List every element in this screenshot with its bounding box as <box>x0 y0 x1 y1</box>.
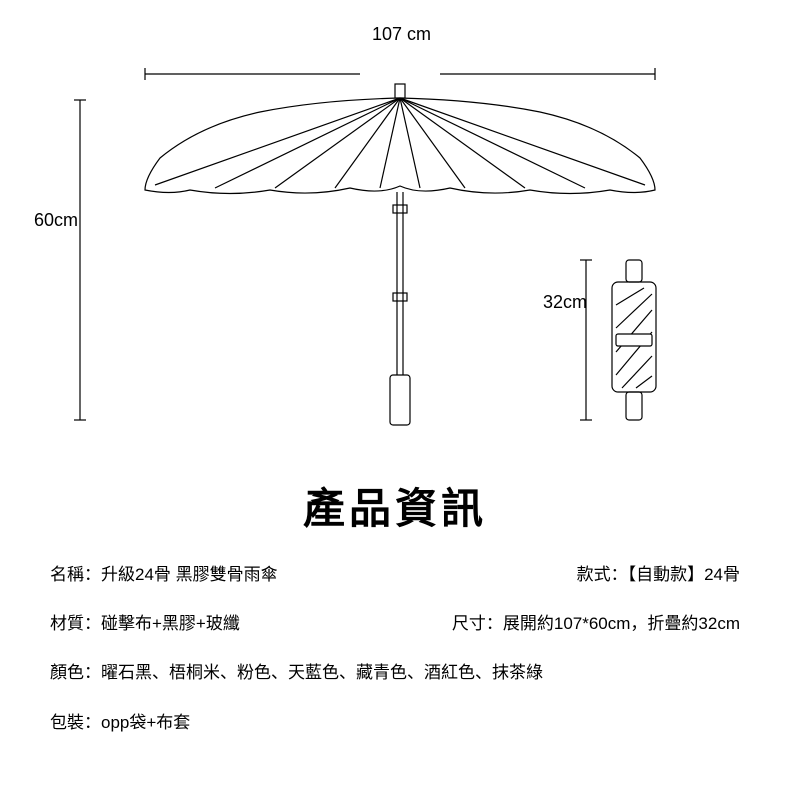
spec-color-value: 曜石黑、梧桐米、粉色、天藍色、藏青色、酒紅色、抹茶綠 <box>101 663 543 682</box>
spec-row-package: 包裝：opp袋+布套 <box>50 709 740 736</box>
spec-color-label: 顏色： <box>50 663 101 682</box>
spec-name-value: 升級24骨 黑膠雙骨雨傘 <box>101 565 278 584</box>
spec-style-value: 【自動款】24骨 <box>628 565 740 584</box>
spec-row-material: 材質：碰擊布+黑膠+玻纖 尺寸：展開約107*60cm，折疊約32cm <box>50 610 740 637</box>
umbrella-diagram: 107 cm 60cm 32cm <box>0 0 790 460</box>
spec-size-label: 尺寸： <box>452 614 503 633</box>
spec-material-label: 材質： <box>50 614 101 633</box>
height-dimension-label: 60cm <box>34 210 78 231</box>
spec-size-value: 展開約107*60cm，折疊約32cm <box>503 614 740 633</box>
spec-style-label: 款式： <box>577 565 628 584</box>
specs-section: 名稱：升級24骨 黑膠雙骨雨傘 款式：【自動款】24骨 材質：碰擊布+黑膠+玻纖… <box>0 561 790 736</box>
spec-material-value: 碰擊布+黑膠+玻纖 <box>101 614 240 633</box>
spec-name-label: 名稱： <box>50 565 101 584</box>
spec-row-name: 名稱：升級24骨 黑膠雙骨雨傘 款式：【自動款】24骨 <box>50 561 740 588</box>
width-dimension-label: 107 cm <box>372 24 431 45</box>
spec-row-color: 顏色：曜石黑、梧桐米、粉色、天藍色、藏青色、酒紅色、抹茶綠 <box>50 659 740 686</box>
page-title: 產品資訊 <box>0 475 790 536</box>
folded-dimension-label: 32cm <box>543 292 587 313</box>
spec-package-label: 包裝： <box>50 713 101 732</box>
diagram-svg <box>60 40 730 480</box>
spec-package-value: opp袋+布套 <box>101 713 190 732</box>
